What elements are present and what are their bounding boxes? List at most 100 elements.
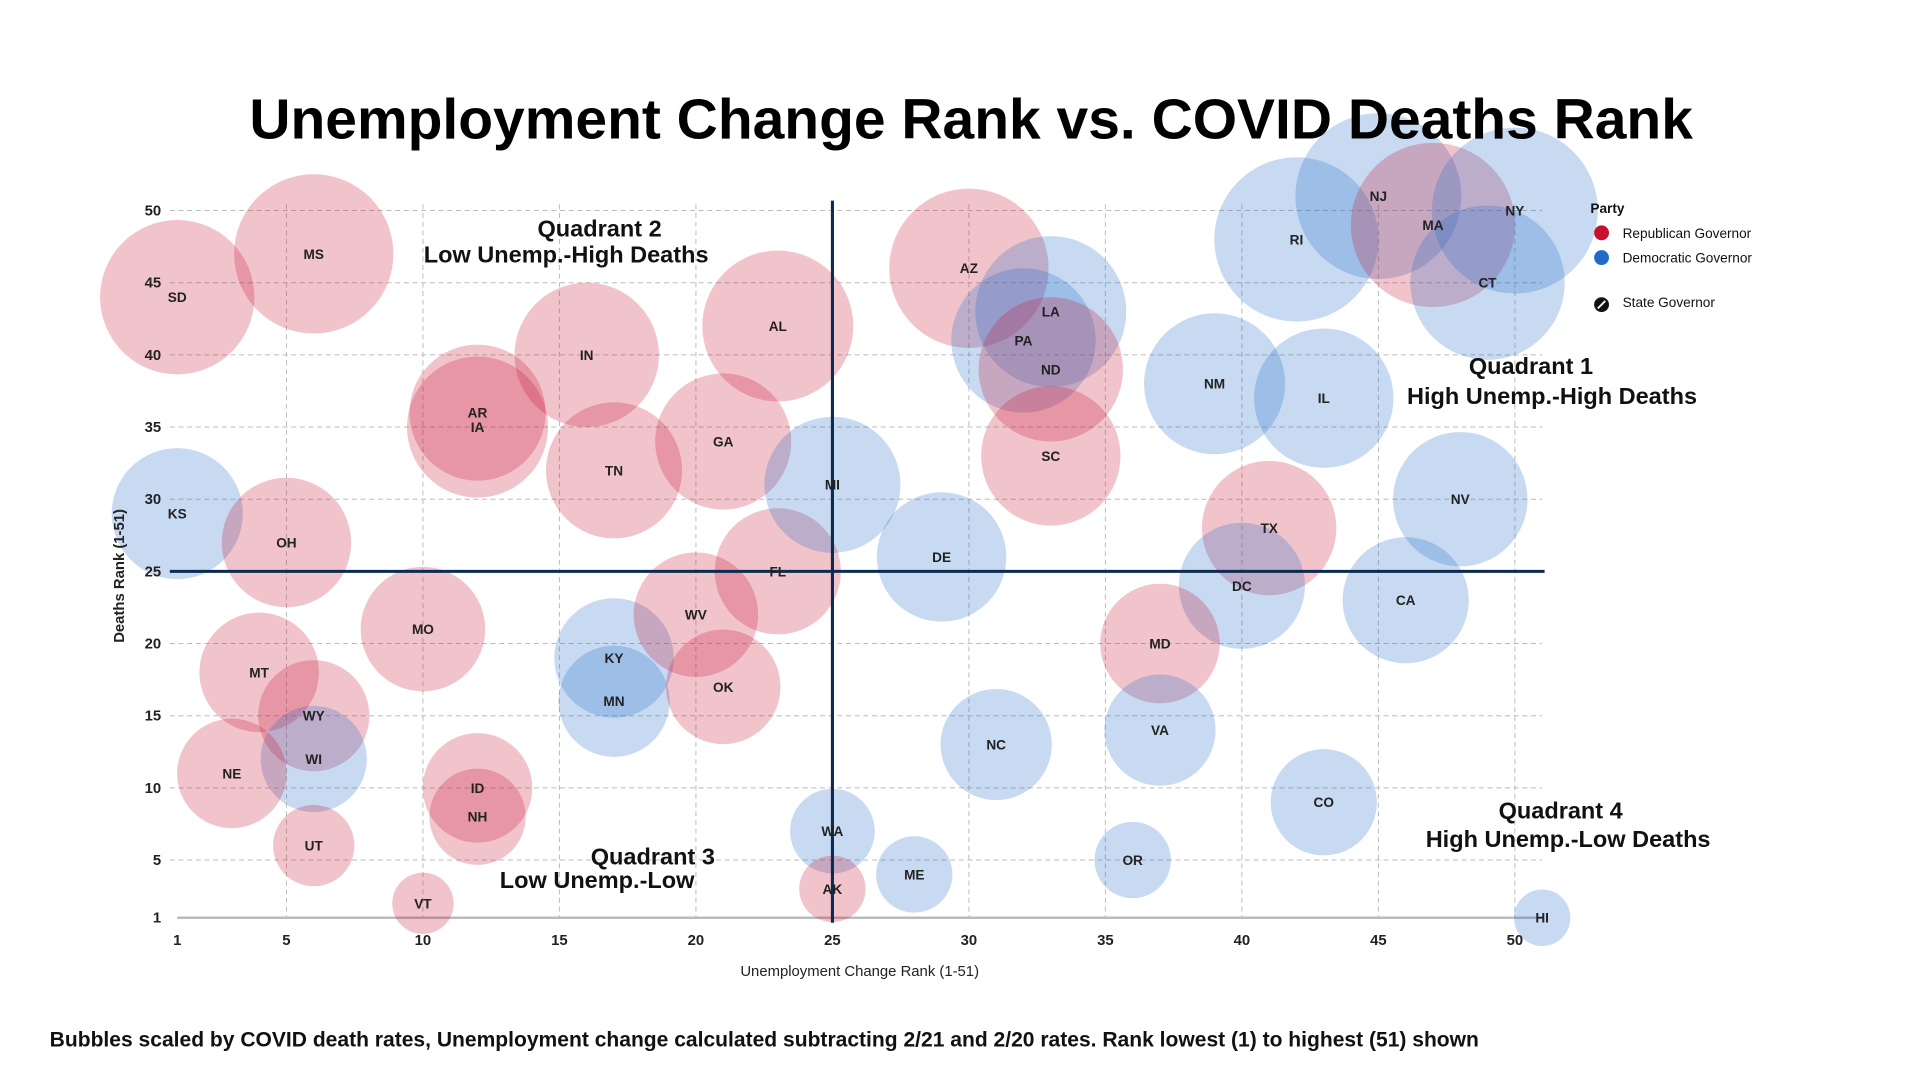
y-tick-label: 45 (145, 276, 162, 292)
bubble-label: OK (713, 680, 734, 695)
bubble-mn (558, 645, 670, 757)
x-tick-label: 25 (824, 933, 841, 949)
bubble-label: MO (412, 622, 434, 637)
bubble-wv (633, 552, 759, 677)
quadrant-2-label: Quadrant 2 Low Unemp.-High Deaths (424, 216, 709, 268)
bubble-hi (1513, 889, 1571, 946)
bubble-label: TX (1260, 521, 1277, 536)
reference-lines (169, 200, 1545, 923)
bubble-label: MN (603, 694, 624, 709)
legend-democratic-label: Democratic Governor (1623, 251, 1753, 266)
bubble-label: PA (1015, 333, 1033, 348)
bubble-label: AZ (960, 261, 978, 276)
bubble-label: FL (769, 564, 786, 579)
bubble-ca (1342, 537, 1469, 664)
bubble-label: CT (1478, 276, 1497, 291)
bubble-label: IL (1318, 391, 1330, 406)
bubble-label: VT (414, 896, 432, 911)
bubble-label: NC (986, 738, 1006, 753)
bubble-wi (260, 705, 367, 813)
bubble-label: VA (1151, 723, 1169, 738)
bubble-label: ME (904, 867, 924, 882)
legend: Party Republican Governor Democratic Gov… (1590, 201, 1753, 313)
bubble-label: MA (1422, 218, 1443, 233)
bubble-label: WI (305, 752, 322, 767)
bubble-nv (1393, 431, 1528, 567)
bubble-label: TN (605, 463, 623, 478)
bubble-id (422, 733, 533, 843)
x-tick-label: 5 (282, 933, 290, 949)
bubble-label: AK (823, 882, 843, 897)
bubble-label: AR (468, 406, 488, 421)
chart-title: Unemployment Change Rank vs. COVID Death… (249, 88, 1693, 152)
y-tick-label: 25 (145, 564, 162, 580)
bubble-ga (655, 373, 792, 510)
quadrant-4-subtitle: High Unemp.-Low Deaths (1426, 826, 1711, 852)
bubble-label: NJ (1370, 189, 1387, 204)
bubble-label: KS (168, 507, 187, 522)
bubble-vt (392, 872, 454, 935)
bubble-nc (940, 688, 1052, 801)
bubble-ut (273, 804, 355, 887)
y-tick-label: 5 (153, 853, 161, 869)
bubble-co (1270, 749, 1377, 856)
bubble-sd (100, 219, 255, 375)
pen-circle-icon (1594, 297, 1609, 313)
bubble-label: WV (685, 608, 707, 623)
bubble-sc (981, 386, 1121, 526)
bubble-oh (221, 477, 352, 608)
bubble-label: RI (1290, 232, 1304, 247)
bubble-label: SC (1041, 449, 1060, 464)
x-tick-label: 20 (688, 933, 705, 949)
bubble-mo (360, 566, 486, 692)
legend-governor-label: State Governor (1623, 295, 1716, 310)
bubble-ia (406, 356, 549, 498)
bubble-ne (177, 718, 287, 829)
y-tick-label: 35 (145, 420, 162, 436)
bubble-md (1100, 583, 1220, 704)
y-tick-label: 30 (145, 492, 162, 508)
quadrant-2-subtitle: Low Unemp.-High Deaths (424, 242, 709, 268)
bubble-label: DE (932, 550, 951, 565)
x-axis-label: Unemployment Change Rank (1-51) (740, 964, 979, 980)
quadrant-4-title: Quadrant 4 (1499, 798, 1623, 824)
bubble-label: SD (168, 290, 187, 305)
bubble-dc (1178, 522, 1305, 649)
bubble-label: UT (305, 839, 324, 854)
bubble-label: AL (769, 319, 787, 334)
x-tick-label: 15 (551, 933, 568, 949)
bubble-label: IA (471, 420, 485, 435)
bubble-label: WA (821, 824, 843, 839)
y-tick-label: 15 (145, 709, 162, 725)
bubble-la (975, 236, 1127, 388)
bubble-va (1104, 674, 1216, 786)
quadrant-1-title: Quadrant 1 (1469, 353, 1593, 379)
bubble-al (702, 250, 854, 402)
bubble-tx (1201, 460, 1337, 596)
bubble-label: NM (1204, 377, 1225, 392)
bubble-label: LA (1042, 305, 1060, 320)
bubble-az (889, 188, 1049, 348)
bubble-label: MT (249, 665, 269, 680)
quadrant-1-subtitle: High Unemp.-High Deaths (1407, 383, 1697, 409)
bubble-ky (554, 598, 674, 718)
bubble-ms (234, 174, 394, 334)
legend-republican-swatch (1594, 225, 1609, 241)
bubble-ks (111, 448, 243, 580)
quadrant-1-label: Quadrant 1 High Unemp.-High Deaths (1407, 353, 1697, 409)
bubble-label: NE (222, 766, 241, 781)
bubble-label: GA (713, 434, 734, 449)
bubble-ma (1350, 142, 1516, 308)
bubble-label: OH (276, 535, 296, 550)
bubble-me (876, 836, 953, 913)
bubble-label: OR (1122, 853, 1143, 868)
bubble-nh (429, 768, 526, 865)
bubble-or (1094, 821, 1171, 899)
x-tick-label: 30 (961, 933, 978, 949)
quadrant-3-title: Quadrant 3 (591, 843, 715, 869)
x-tick-label: 50 (1507, 933, 1524, 949)
quadrant-3-subtitle: Low Unemp.-Low (500, 867, 695, 893)
bubble-nm (1144, 313, 1286, 455)
